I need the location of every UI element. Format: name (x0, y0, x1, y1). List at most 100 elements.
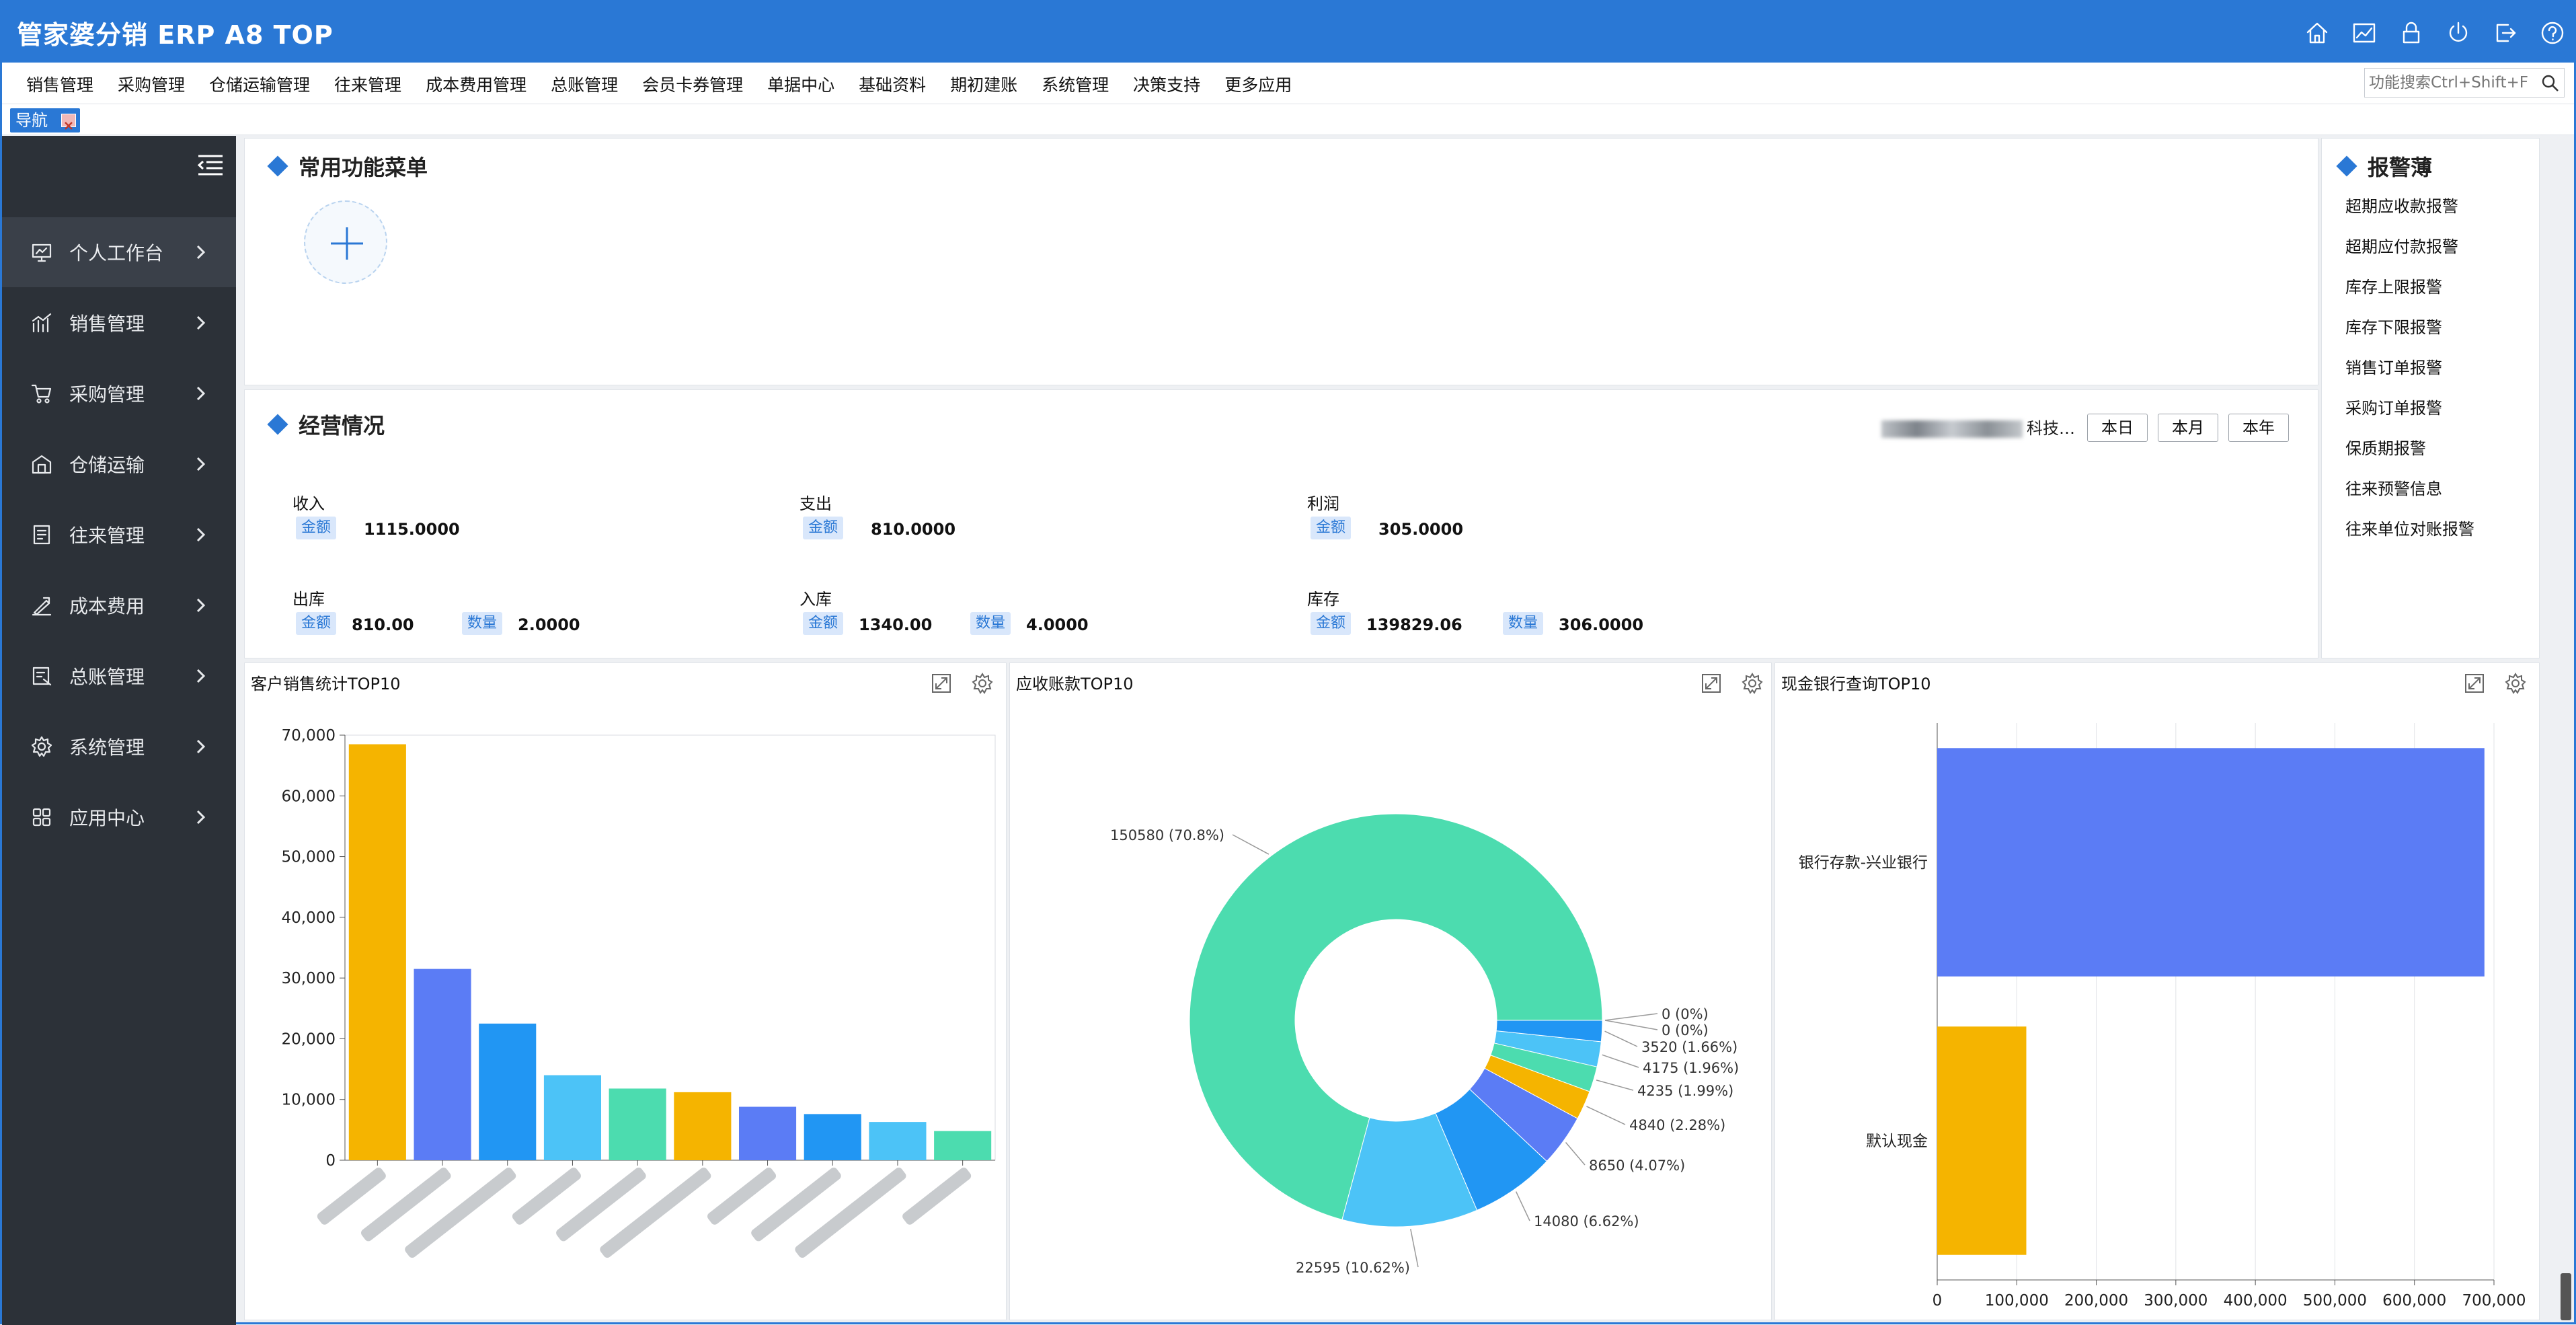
alert-reconciliation[interactable]: 往来单位对账报警 (2345, 520, 2474, 539)
sidebar-item-accounts[interactable]: 往来管理 (2, 500, 236, 570)
gear-icon[interactable] (1741, 672, 1764, 695)
menu-item-basic-data[interactable]: 基础资料 (859, 75, 927, 95)
gear-icon[interactable] (971, 672, 994, 695)
label-leader (1602, 1054, 1639, 1068)
company-selector[interactable]: 科技… (1881, 415, 2076, 438)
x-tick-label (751, 1167, 841, 1242)
alert-stock-upper[interactable]: 库存上限报警 (2345, 278, 2442, 297)
expand-icon[interactable] (2463, 672, 2486, 695)
collapse-menu-icon[interactable] (196, 152, 225, 179)
alert-overdue-receivable[interactable]: 超期应收款报警 (2345, 197, 2458, 216)
home-icon[interactable] (2302, 18, 2332, 48)
gear-icon[interactable] (2504, 672, 2527, 695)
menu-item-accounts[interactable]: 往来管理 (334, 75, 402, 95)
chevron-right-icon (194, 313, 208, 332)
x-tick-label (600, 1167, 711, 1258)
label-leader (1515, 1191, 1530, 1221)
inbound-label: 入库 (799, 590, 832, 609)
tab-navigation[interactable]: 导航 (10, 108, 80, 132)
lock-icon[interactable] (2396, 18, 2426, 48)
x-tick-label: 300,000 (2144, 1292, 2208, 1310)
alert-overdue-payable[interactable]: 超期应付款报警 (2345, 237, 2458, 256)
expand-icon[interactable] (1700, 672, 1723, 695)
menu-item-ledger[interactable]: 总账管理 (551, 75, 619, 95)
menu-item-documents[interactable]: 单据中心 (767, 75, 835, 95)
slice-label: 22595 (10.62%) (1296, 1260, 1410, 1276)
alert-account-warning[interactable]: 往来预警信息 (2345, 480, 2442, 498)
alerts-panel: 报警薄 (2321, 138, 2540, 658)
diamond-icon (2336, 155, 2357, 177)
sidebar-item-costs[interactable]: 成本费用 (2, 570, 236, 640)
outbound-amount: 810.00 (352, 615, 414, 634)
blurred-label (512, 1167, 581, 1225)
y-tick-label: 10,000 (282, 1092, 336, 1109)
alert-purchase-order[interactable]: 采购订单报警 (2345, 399, 2442, 418)
slice-label: 8650 (4.07%) (1589, 1158, 1685, 1174)
sidebar-item-warehouse[interactable]: 仓储运输 (2, 429, 236, 499)
diamond-icon (267, 155, 288, 177)
menu-item-purchase[interactable]: 采购管理 (118, 75, 186, 95)
alert-shelf-life[interactable]: 保质期报警 (2345, 439, 2426, 458)
sidebar-item-system[interactable]: 系统管理 (2, 712, 236, 782)
label-leader (1565, 1142, 1586, 1166)
profit-label: 利润 (1307, 494, 1339, 513)
x-tick-label (361, 1167, 451, 1242)
add-shortcut-button[interactable] (304, 200, 387, 284)
inbound-amount: 1340.00 (859, 615, 933, 634)
gear-icon (30, 735, 53, 758)
period-month-button[interactable]: 本月 (2158, 414, 2218, 442)
blurred-label (751, 1167, 841, 1242)
operations-panel: 经营情况 (244, 389, 2318, 658)
blurred-label (405, 1167, 516, 1258)
monitor-icon (30, 241, 53, 264)
function-search-input[interactable] (2369, 71, 2537, 95)
common-menu-panel: 常用功能菜单 (244, 138, 2318, 385)
period-today-button[interactable]: 本日 (2087, 414, 2148, 442)
sidebar-item-purchase[interactable]: 采购管理 (2, 358, 236, 428)
receivables-donut-chart: 150580 (70.8%) 22595 (10.62%) 14080 (6.62%… (1110, 813, 1739, 1276)
expense-amount: 810.0000 (871, 520, 956, 539)
menu-item-sales[interactable]: 销售管理 (26, 75, 94, 95)
x-tick-label (902, 1167, 972, 1225)
menu-item-opening[interactable]: 期初建账 (950, 75, 1018, 95)
exit-icon[interactable] (2491, 18, 2520, 48)
main-menu-bar: 销售管理 采购管理 仓储运输管理 往来管理 成本费用管理 总账管理 会员卡券管理… (2, 63, 2574, 104)
chevron-right-icon (194, 808, 208, 827)
sidebar-item-sales[interactable]: 销售管理 (2, 288, 236, 358)
alert-sales-order[interactable]: 销售订单报警 (2345, 358, 2442, 377)
chart-title: 应收账款TOP10 (1016, 675, 1134, 693)
y-tick-label: 60,000 (282, 788, 336, 805)
bar (609, 1088, 666, 1160)
company-name-blurred (1881, 420, 2023, 438)
menu-item-warehouse[interactable]: 仓储运输管理 (209, 75, 311, 95)
x-tick-label: 200,000 (2064, 1292, 2128, 1310)
slice-label: 14080 (6.62%) (1534, 1213, 1639, 1229)
sidebar-item-label: 仓储运输 (69, 454, 145, 476)
blurred-label (707, 1167, 777, 1225)
expand-icon[interactable] (930, 672, 953, 695)
menu-item-system[interactable]: 系统管理 (1042, 75, 1109, 95)
chart-icon[interactable] (2349, 18, 2379, 48)
alert-stock-lower[interactable]: 库存下限报警 (2345, 318, 2442, 337)
search-icon[interactable] (2541, 74, 2560, 93)
menu-item-costs[interactable]: 成本费用管理 (426, 75, 527, 95)
label-leader (1596, 1080, 1634, 1091)
sidebar-item-apps[interactable]: 应用中心 (2, 782, 236, 852)
scrollbar-thumb[interactable] (2561, 1273, 2571, 1320)
help-icon[interactable] (2538, 18, 2567, 48)
bar (674, 1092, 732, 1160)
x-tick-label: 0 (1933, 1292, 1943, 1310)
chevron-right-icon (194, 455, 208, 474)
stock-amount: 139829.06 (1366, 615, 1462, 634)
close-icon[interactable] (61, 114, 76, 130)
menu-item-more[interactable]: 更多应用 (1224, 75, 1292, 95)
menu-item-membership[interactable]: 会员卡券管理 (642, 75, 744, 95)
menu-item-decision[interactable]: 决策支持 (1133, 75, 1201, 95)
bar (414, 969, 471, 1160)
period-year-button[interactable]: 本年 (2228, 414, 2289, 442)
sidebar-item-ledger[interactable]: 总账管理 (2, 641, 236, 711)
x-tick-label (405, 1167, 516, 1258)
tab-navigation-label: 导航 (15, 111, 48, 130)
power-icon[interactable] (2444, 18, 2473, 48)
sidebar-item-workbench[interactable]: 个人工作台 (2, 217, 236, 287)
